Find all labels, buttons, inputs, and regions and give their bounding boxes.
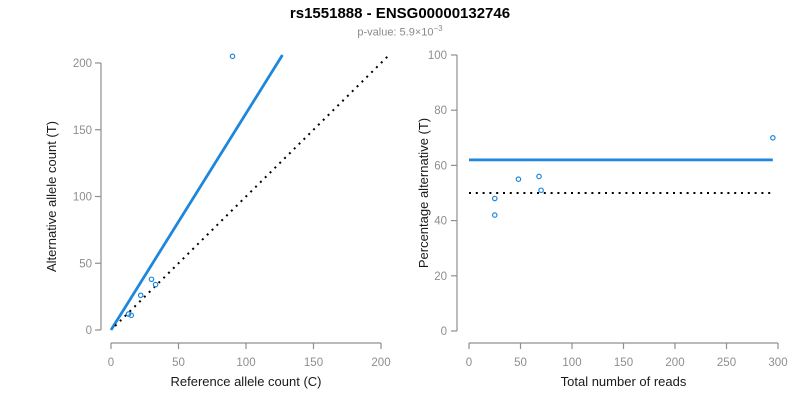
data-point [536, 173, 542, 180]
x-tick-label: 50 [514, 357, 527, 369]
y-tick-label: 0 [441, 326, 447, 338]
data-point [538, 187, 544, 194]
y-tick-label: 150 [73, 125, 92, 137]
y-tick-label: 20 [434, 271, 447, 283]
y-tick-label: 60 [434, 160, 447, 172]
panel-percentage-alternative: 0 20 40 60 80 100 0 50 100 150 200 250 300 Total numb… [416, 50, 788, 389]
x-tick-label: 150 [304, 357, 323, 369]
data-point [229, 53, 236, 60]
reference-line [114, 52, 392, 327]
fit-line [109, 54, 284, 331]
y-tick-label: 80 [434, 105, 447, 117]
x-tick-label: 100 [236, 357, 255, 369]
data-point [515, 176, 522, 183]
data-point [148, 276, 155, 283]
data-point [491, 212, 498, 218]
data-point [152, 281, 159, 288]
y-tick-label: 40 [434, 216, 447, 228]
x-tick-label: 0 [108, 357, 114, 369]
y-tick-label: 200 [73, 58, 92, 70]
y-tick-label: 50 [79, 258, 92, 270]
x-axis-title: Total number of reads [561, 374, 687, 389]
data-point [137, 292, 144, 299]
x-tick-label: 100 [562, 357, 581, 369]
x-tick-label: 200 [665, 357, 684, 369]
x-tick-label: 0 [466, 357, 472, 369]
x-tick-label: 300 [768, 357, 787, 369]
data-point [128, 312, 135, 319]
x-tick-label: 250 [717, 357, 736, 369]
y-tick-label: 0 [86, 325, 92, 337]
y-tick-label: 100 [428, 50, 447, 62]
panel-allele-counts: 0 50 100 150 200 0 50 100 150 200 Reference allele… [44, 52, 392, 389]
data-point [491, 195, 498, 202]
y-axis-title: Percentage alternative (T) [416, 118, 431, 268]
x-tick-label: 150 [614, 357, 633, 369]
x-tick-label: 50 [172, 357, 185, 369]
x-tick-label: 200 [371, 357, 390, 369]
data-point [770, 135, 776, 141]
y-axis-title: Alternative allele count (T) [44, 121, 59, 272]
x-axis-title: Reference allele count (C) [170, 374, 321, 389]
data-point [125, 311, 132, 317]
y-tick-label: 100 [73, 192, 92, 204]
